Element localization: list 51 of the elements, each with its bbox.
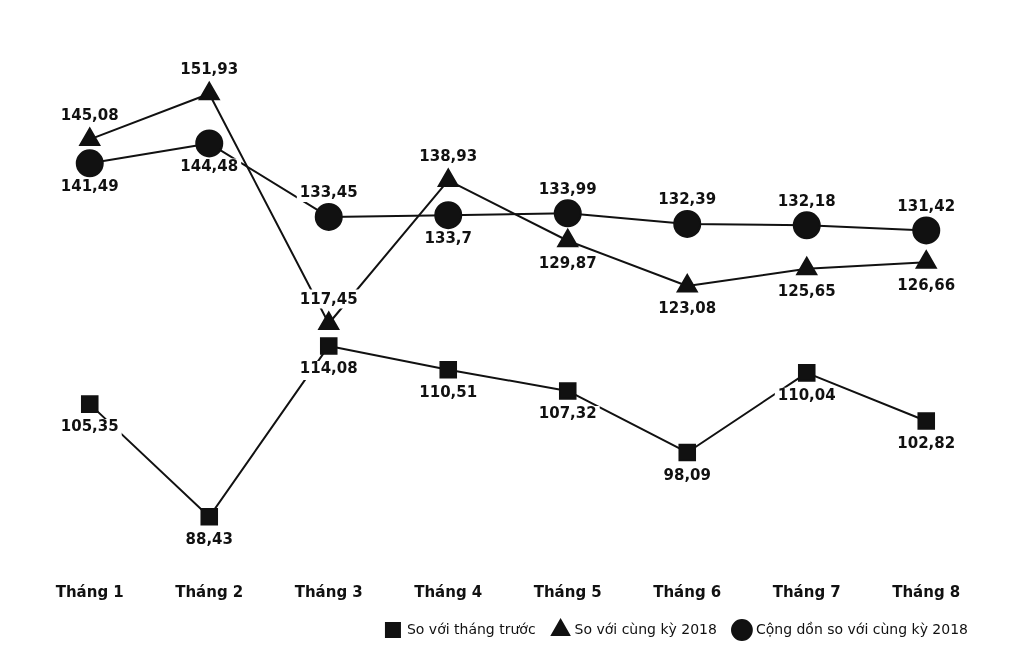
x-tick-label: Tháng 8 (892, 582, 961, 601)
data-label: 117,45 (299, 289, 358, 308)
point (200, 508, 219, 526)
data-label: 110,04 (777, 386, 836, 405)
data-label: 114,08 (299, 359, 358, 378)
data-label: 123,08 (658, 299, 717, 318)
data-label: 132,18 (777, 191, 836, 210)
point (80, 395, 99, 413)
point (678, 443, 697, 462)
data-label: 133,45 (299, 183, 358, 202)
point (917, 412, 936, 430)
x-tick-label: Tháng 7 (772, 582, 841, 601)
data-label: 145,08 (60, 105, 119, 124)
data-label: 144,48 (180, 156, 239, 175)
x-tick-label: Tháng 4 (414, 582, 483, 601)
data-label: 151,93 (180, 60, 239, 79)
point (314, 202, 343, 231)
data-label: 125,65 (777, 282, 836, 301)
data-label: 131,42 (897, 196, 956, 215)
x-tick-label: Tháng 6 (653, 582, 722, 601)
data-label: 138,93 (419, 146, 478, 165)
point (673, 209, 702, 238)
point (439, 360, 458, 379)
point (195, 129, 224, 158)
data-label: 126,66 (897, 275, 956, 294)
point (912, 216, 941, 245)
data-label: 141,49 (60, 176, 119, 195)
legend-label: Cộng dồn so với cùng kỳ 2018 (755, 620, 968, 637)
data-label: 102,82 (897, 434, 956, 453)
data-label: 107,32 (538, 404, 597, 423)
x-tick-label: Tháng 5 (533, 582, 602, 601)
point (797, 364, 816, 382)
point (553, 199, 582, 228)
legend-label: So với cùng kỳ 2018 (574, 620, 717, 637)
x-tick-label: Tháng 3 (294, 582, 363, 601)
data-label: 105,35 (60, 417, 119, 436)
x-tick-label: Tháng 2 (175, 582, 244, 601)
data-label: 129,87 (538, 254, 597, 273)
legend-label: So với tháng trước (406, 620, 536, 637)
point (434, 201, 463, 230)
data-label: 132,39 (658, 190, 717, 209)
data-label: 133,99 (538, 179, 597, 198)
point (558, 382, 577, 400)
x-tick-label: Tháng 1 (55, 582, 124, 601)
data-label: 133,7 (424, 228, 472, 247)
data-label: 98,09 (663, 465, 711, 484)
point (75, 149, 104, 178)
point (319, 337, 338, 355)
data-label: 88,43 (185, 530, 233, 549)
data-label: 110,51 (419, 383, 478, 402)
point (792, 211, 821, 240)
